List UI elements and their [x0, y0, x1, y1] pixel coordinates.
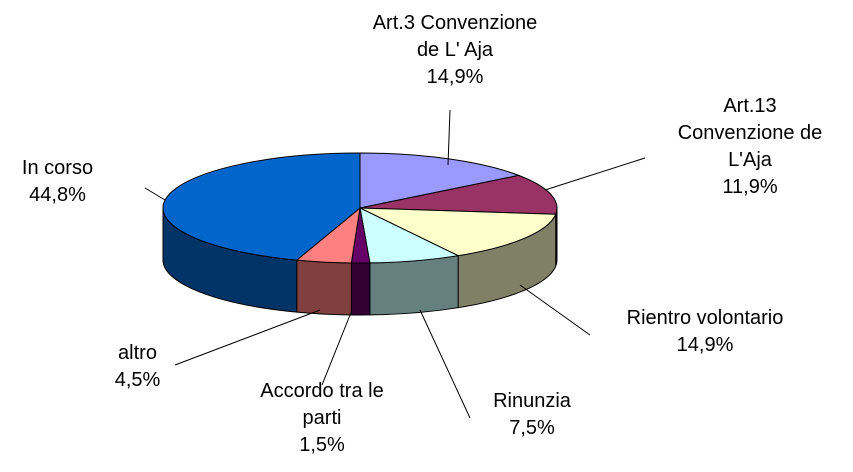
leader-line — [144, 187, 166, 201]
slice-label: Art.3 Convenzione de L' Aja 14,9% — [360, 10, 550, 91]
pie-slice — [162, 152, 361, 261]
pie-slice-side — [369, 255, 459, 316]
slice-label: altro 4,5% — [90, 340, 185, 394]
value-label: 14,9% — [676, 334, 734, 356]
slice-label: Rinunzia 7,5% — [472, 388, 592, 442]
slice-label: Art.13 Convenzione de L'Aja 11,9% — [675, 93, 825, 201]
value-label: 4,5% — [114, 369, 161, 391]
leader-line — [519, 284, 591, 336]
leader-line — [321, 309, 353, 386]
value-label: 11,9% — [722, 176, 778, 198]
category-label: altro — [118, 342, 157, 364]
category-label: Accordo tra le parti — [260, 380, 384, 429]
category-label: Rinunzia — [493, 390, 571, 412]
category-label: Art.3 Convenzione de L' Aja — [372, 12, 538, 61]
value-label: 7,5% — [509, 417, 555, 439]
value-label: 1,5% — [299, 434, 345, 456]
category-label: In corso — [21, 157, 94, 179]
leader-line — [419, 309, 471, 419]
value-label: 14,9% — [426, 66, 484, 88]
leader-line — [174, 309, 321, 366]
pie-slice — [359, 207, 557, 257]
pie-slice-side — [350, 262, 371, 316]
value-label: 44,8% — [29, 184, 86, 206]
slice-label: Rientro volontario 14,9% — [585, 305, 825, 359]
slice-label: Accordo tra le parti 1,5% — [242, 378, 402, 459]
category-label: Rientro volontario — [626, 307, 784, 329]
pie-slice — [359, 174, 558, 215]
pie-slice — [359, 152, 521, 209]
leader-line — [447, 109, 451, 166]
slice-label: In corso 44,8% — [5, 155, 110, 209]
pie-slice-side — [296, 259, 352, 316]
leader-line — [544, 157, 646, 191]
category-label: Art.13 Convenzione de L'Aja — [677, 95, 823, 171]
